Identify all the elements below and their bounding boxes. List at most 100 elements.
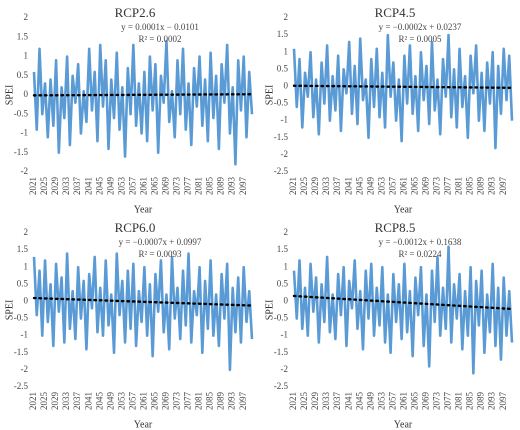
x-tick-label: 2073 bbox=[432, 177, 442, 196]
x-tick-label: 2085 bbox=[205, 392, 215, 411]
x-tick-label: 2033 bbox=[321, 177, 331, 196]
x-tick-label: 2077 bbox=[183, 177, 193, 196]
y-tick-label: -0.5 bbox=[14, 108, 29, 118]
x-tick-label: 2093 bbox=[227, 177, 237, 196]
y-tick-label: -2.5 bbox=[14, 381, 29, 391]
trend-r2: R² = 0.0005 bbox=[398, 34, 442, 44]
x-tick-label: 2041 bbox=[83, 392, 93, 410]
x-tick-label: 2073 bbox=[172, 177, 182, 196]
y-tick-label: -1 bbox=[281, 330, 289, 340]
x-tick-label: 2065 bbox=[149, 177, 159, 196]
x-tick-label: 2065 bbox=[149, 392, 159, 411]
chart-title: RCP4.5 bbox=[375, 5, 416, 20]
x-tick-label: 2077 bbox=[443, 177, 453, 196]
y-tick-label: 0.5 bbox=[17, 278, 29, 288]
x-tick-label: 2081 bbox=[194, 177, 204, 195]
trend-line bbox=[32, 296, 254, 307]
x-tick-label: 2069 bbox=[421, 392, 431, 411]
chart-title: RCP8.5 bbox=[375, 220, 416, 235]
x-axis-title: Year bbox=[134, 419, 153, 430]
x-tick-label: 2033 bbox=[61, 177, 71, 196]
y-tick-label: 1.5 bbox=[277, 29, 289, 39]
x-tick-label: 2097 bbox=[238, 392, 248, 411]
x-tick-label: 2065 bbox=[409, 392, 419, 411]
x-tick-label: 2085 bbox=[465, 177, 475, 196]
x-tick-label: 2045 bbox=[354, 392, 364, 411]
y-tick-label: -1 bbox=[21, 330, 29, 340]
trend-equation: y = −0.0002x + 0.0237 bbox=[379, 22, 462, 32]
x-tick-label: 2093 bbox=[487, 392, 497, 411]
y-tick-label: 1.5 bbox=[17, 31, 29, 41]
x-tick-label: 2081 bbox=[454, 177, 464, 195]
x-tick-label: 2097 bbox=[498, 177, 508, 196]
x-tick-label: 2077 bbox=[183, 392, 193, 411]
data-line bbox=[32, 39, 254, 166]
chart-title: RCP6.0 bbox=[115, 220, 156, 235]
x-tick-label: 2053 bbox=[116, 177, 126, 196]
x-axis-title: Year bbox=[394, 204, 413, 215]
y-axis-title: SPEI bbox=[264, 85, 275, 106]
x-tick-label: 2089 bbox=[216, 392, 226, 411]
y-tick-label: -2 bbox=[21, 364, 29, 374]
y-tick-label: -0.5 bbox=[274, 98, 289, 108]
y-tick-label: 0.5 bbox=[17, 70, 29, 80]
panel: -2.5 -2 -1.5 -1 -0.5 0 0.5 1 1.5 2 SPEI 2021 2025 202… bbox=[264, 220, 514, 430]
x-tick-label: 2041 bbox=[83, 177, 93, 195]
x-tick-label: 2029 bbox=[310, 392, 320, 411]
x-tick-label: 2045 bbox=[94, 177, 104, 196]
x-tick-label: 2061 bbox=[138, 392, 148, 410]
y-tick-label: 2 bbox=[284, 227, 289, 237]
trend-r2: R² = 0.0224 bbox=[398, 249, 442, 259]
trend-r2: R² = 0.0093 bbox=[138, 249, 182, 259]
x-tick-label: 2029 bbox=[50, 392, 60, 411]
panel: -2.5 -2 -1.5 -1 -0.5 0 0.5 1 1.5 2 SPEI 2021 2025 202… bbox=[4, 220, 254, 430]
x-tick-label: 2045 bbox=[354, 177, 364, 196]
x-tick-label: 2049 bbox=[365, 392, 375, 411]
x-tick-label: 2093 bbox=[227, 392, 237, 411]
y-tick-label: 1 bbox=[24, 261, 29, 271]
y-tick-label: -1 bbox=[281, 115, 289, 125]
x-tick-label: 2097 bbox=[238, 176, 248, 195]
y-tick-label: 0.5 bbox=[277, 63, 289, 73]
x-tick-label: 2049 bbox=[105, 177, 115, 196]
y-tick-label: -1 bbox=[21, 128, 29, 138]
y-tick-label: 2 bbox=[24, 227, 29, 237]
y-tick-label: 1 bbox=[284, 261, 289, 271]
y-tick-label: 0 bbox=[24, 89, 29, 99]
x-tick-label: 2021 bbox=[28, 392, 38, 410]
data-line bbox=[292, 33, 514, 150]
x-tick-label: 2053 bbox=[376, 392, 386, 411]
y-tick-label: -1.5 bbox=[274, 347, 289, 357]
x-tick-label: 2089 bbox=[476, 177, 486, 196]
x-tick-label: 2025 bbox=[39, 177, 49, 196]
x-tick-label: 2021 bbox=[288, 177, 298, 195]
x-tick-label: 2053 bbox=[116, 392, 126, 411]
x-tick-label: 2061 bbox=[138, 177, 148, 195]
y-tick-label: -2.5 bbox=[274, 381, 289, 391]
x-tick-label: 2057 bbox=[127, 177, 137, 196]
trend-r2: R² = 0.0002 bbox=[138, 34, 181, 44]
x-tick-label: 2085 bbox=[205, 177, 215, 196]
x-tick-label: 2033 bbox=[321, 392, 331, 411]
x-tick-label: 2057 bbox=[387, 177, 397, 196]
x-tick-label: 2021 bbox=[28, 177, 38, 195]
y-tick-label: -2.5 bbox=[274, 166, 289, 176]
y-tick-label: -2 bbox=[21, 166, 29, 176]
x-tick-label: 2069 bbox=[161, 177, 171, 196]
panel: -2.5 -2 -1.5 -1 -0.5 0 0.5 1 1.5 2 SPEI 2021 2025 202… bbox=[264, 5, 514, 215]
y-tick-label: 1 bbox=[24, 51, 29, 61]
x-tick-label: 2037 bbox=[72, 177, 82, 196]
y-tick-label: -2 bbox=[281, 364, 289, 374]
x-tick-label: 2061 bbox=[398, 392, 408, 410]
x-tick-label: 2025 bbox=[299, 177, 309, 196]
x-tick-label: 2069 bbox=[421, 177, 431, 196]
x-tick-label: 2037 bbox=[72, 392, 82, 411]
y-axis-title: SPEI bbox=[264, 300, 275, 321]
y-tick-label: 2 bbox=[24, 12, 29, 22]
x-tick-label: 2061 bbox=[398, 177, 408, 195]
y-tick-label: -0.5 bbox=[274, 313, 289, 323]
x-tick-label: 2029 bbox=[310, 177, 320, 196]
x-tick-label: 2049 bbox=[105, 392, 115, 411]
